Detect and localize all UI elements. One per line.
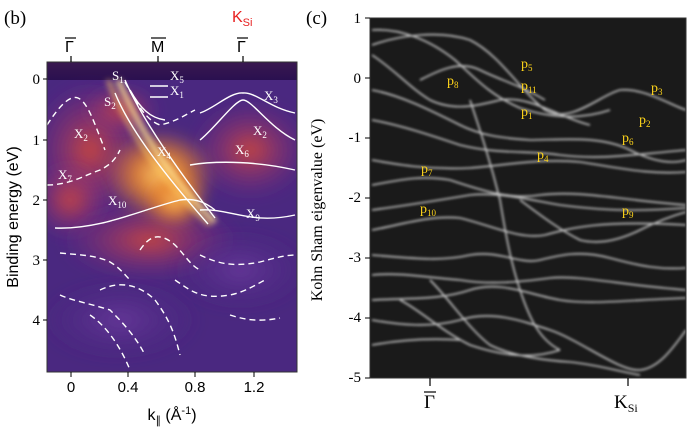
- band-line-x6: [189, 161, 296, 171]
- c-y-tick-0: 0: [354, 71, 362, 87]
- band-label-s1: S1: [112, 68, 124, 85]
- band-line-x7: [47, 149, 121, 186]
- panel-b-label: (b): [4, 8, 26, 29]
- band-label-x6: X6: [235, 142, 249, 159]
- band-line-lower-1: [59, 252, 131, 281]
- band-labels: S1 S2 X5 X1 X3 X2 X2 X4 X6 X7 X10 X9: [58, 68, 278, 223]
- panel-b-x-tickmarks: [70, 372, 255, 377]
- top-label-gamma: Γ: [65, 39, 74, 56]
- p-label-5: p5: [521, 57, 533, 73]
- dft-band-structure: [370, 18, 686, 378]
- c-y-tick-m5: -5: [349, 370, 362, 386]
- x-tick-0-4: 0.4: [118, 379, 139, 396]
- panel-b-y-ticks: 0 1 2 3 4: [33, 72, 41, 329]
- band-line-lower-5: [99, 284, 181, 356]
- panel-c-ylabel: Kohn Sham eigenvalue (eV): [309, 119, 326, 302]
- band-label-x9: X9: [246, 206, 260, 223]
- panel-c-x-tickmarks: [429, 378, 629, 386]
- p-label-10: p10: [420, 202, 437, 218]
- x-tick-0-8: 0.8: [185, 379, 206, 396]
- orbital-labels: p5 p11 p8 p3 p1 p2 p6 p4 p7 p10 p9: [420, 57, 663, 220]
- band-label-x2-right: X2: [253, 123, 267, 140]
- dft-band-lines: [371, 29, 686, 376]
- top-symmetry-labels: Γ M Γ KSi: [65, 9, 252, 56]
- c-x-label-ksi: KSi: [614, 392, 638, 415]
- y-tick-4: 4: [33, 313, 41, 329]
- band-line-lower-7: [229, 314, 281, 321]
- band-label-x1: X1: [170, 83, 184, 100]
- panel-b-x-ticks: 0 0.4 0.8 1.2: [67, 379, 265, 396]
- band-line-x2-right: [199, 99, 296, 141]
- top-label-gamma2: Γ: [237, 39, 246, 56]
- band-label-x10: X10: [108, 193, 127, 210]
- top-label-ksi: KSi: [232, 9, 252, 29]
- band-line-x10: [54, 198, 216, 229]
- p-label-4: p4: [537, 148, 549, 164]
- top-ticks: [70, 56, 244, 62]
- arpes-intensity-map: [47, 62, 297, 372]
- band-line-lower-4: [59, 294, 146, 356]
- band-overlay-lines: [47, 79, 297, 371]
- c-y-tick-m1: -1: [349, 130, 362, 146]
- panel-c-y-tickmarks: [365, 17, 370, 379]
- y-tick-2: 2: [33, 193, 41, 209]
- c-y-tick-m2: -2: [349, 190, 362, 206]
- p-label-2: p2: [639, 113, 651, 129]
- x-tick-1-2: 1.2: [244, 379, 265, 396]
- c-y-tick-m3: -3: [349, 250, 362, 266]
- band-line-s2: [114, 92, 209, 225]
- arpes-panel: (b): [4, 8, 298, 427]
- panel-b-xlabel: k∥ (Å-1): [147, 405, 196, 427]
- band-label-s2: S2: [104, 94, 116, 111]
- panel-b-ylabel: Binding energy (eV): [5, 146, 22, 287]
- band-label-x2-left: X2: [74, 126, 88, 143]
- c-y-tick-1: 1: [354, 11, 362, 27]
- band-line-lower-8: [89, 314, 131, 371]
- p-label-8: p8: [447, 74, 459, 90]
- band-label-x5: X5: [170, 68, 184, 85]
- panel-c-y-ticks: 1 0 -1 -2 -3 -4 -5: [349, 11, 362, 386]
- panel-b-y-tickmarks: [43, 78, 47, 321]
- dft-panel: (c): [306, 8, 687, 415]
- c-y-tick-m4: -4: [349, 310, 362, 326]
- band-line-x3: [199, 92, 296, 114]
- band-line-lower-6: [174, 279, 266, 297]
- p-label-1: p1: [521, 105, 533, 121]
- top-label-m: M: [151, 39, 164, 56]
- y-tick-1: 1: [33, 133, 41, 149]
- band-line-x5: [124, 81, 196, 126]
- p-label-11: p11: [521, 79, 537, 95]
- band-line-x9: [199, 209, 296, 219]
- p-label-6: p6: [622, 131, 634, 147]
- c-x-label-gamma: Γ: [424, 392, 435, 413]
- band-line-lower-3: [199, 254, 297, 266]
- band-label-x7: X7: [58, 167, 72, 184]
- panel-c-label: (c): [306, 8, 327, 29]
- arpes-frame: [46, 61, 298, 373]
- band-line-x2-left: [47, 96, 106, 151]
- band-label-x3: X3: [264, 88, 278, 105]
- x-tick-0: 0: [67, 379, 75, 396]
- y-tick-3: 3: [33, 253, 41, 269]
- p-label-3: p3: [651, 81, 663, 97]
- p-label-9: p9: [622, 204, 634, 220]
- band-line-x1a: [129, 89, 166, 121]
- p-label-7: p7: [421, 162, 433, 178]
- band-label-x4: X4: [157, 144, 171, 161]
- band-line-lower-2: [139, 236, 201, 271]
- y-tick-0: 0: [33, 72, 41, 88]
